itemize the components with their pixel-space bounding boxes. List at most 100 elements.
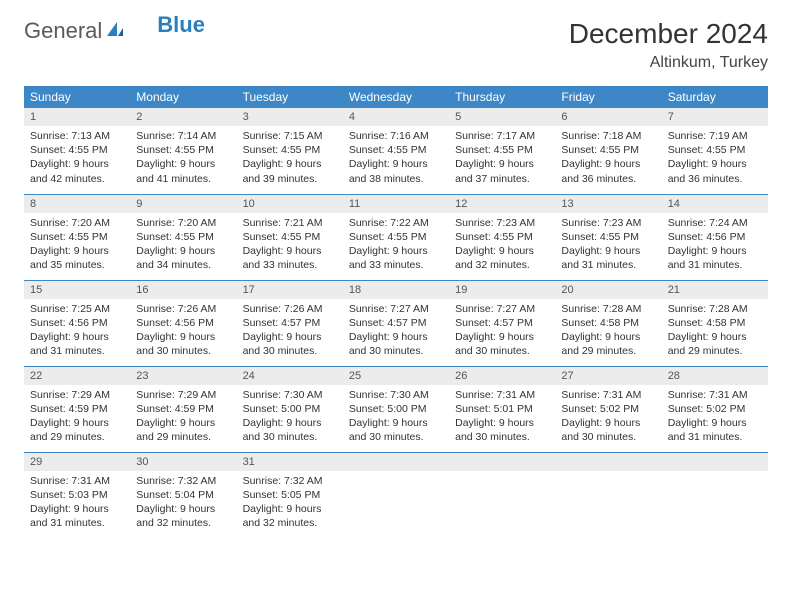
daylight-text-1: Daylight: 9 hours [349, 330, 443, 344]
calendar-cell: 25Sunrise: 7:30 AMSunset: 5:00 PMDayligh… [343, 366, 449, 452]
daylight-text-1: Daylight: 9 hours [668, 330, 762, 344]
weekday-header: Wednesday [343, 86, 449, 108]
calendar-cell: 9Sunrise: 7:20 AMSunset: 4:55 PMDaylight… [130, 194, 236, 280]
sunrise-text: Sunrise: 7:28 AM [668, 302, 762, 316]
day-number: 28 [662, 367, 768, 385]
daylight-text-1: Daylight: 9 hours [561, 157, 655, 171]
weekday-header: Friday [555, 86, 661, 108]
calendar-cell [555, 452, 661, 538]
daylight-text-1: Daylight: 9 hours [30, 502, 124, 516]
sunset-text: Sunset: 4:55 PM [455, 143, 549, 157]
calendar-cell: 10Sunrise: 7:21 AMSunset: 4:55 PMDayligh… [237, 194, 343, 280]
calendar-cell: 13Sunrise: 7:23 AMSunset: 4:55 PMDayligh… [555, 194, 661, 280]
calendar-row: 15Sunrise: 7:25 AMSunset: 4:56 PMDayligh… [24, 280, 768, 366]
weekday-header: Monday [130, 86, 236, 108]
daylight-text-2: and 30 minutes. [561, 430, 655, 444]
calendar-row: 22Sunrise: 7:29 AMSunset: 4:59 PMDayligh… [24, 366, 768, 452]
daylight-text-2: and 30 minutes. [243, 430, 337, 444]
sunrise-text: Sunrise: 7:26 AM [243, 302, 337, 316]
daylight-text-2: and 30 minutes. [455, 430, 549, 444]
calendar-cell: 3Sunrise: 7:15 AMSunset: 4:55 PMDaylight… [237, 108, 343, 194]
calendar-cell: 17Sunrise: 7:26 AMSunset: 4:57 PMDayligh… [237, 280, 343, 366]
title-block: December 2024 Altinkum, Turkey [569, 18, 768, 72]
daylight-text-2: and 37 minutes. [455, 172, 549, 186]
sunrise-text: Sunrise: 7:30 AM [243, 388, 337, 402]
daylight-text-2: and 33 minutes. [243, 258, 337, 272]
calendar-cell: 31Sunrise: 7:32 AMSunset: 5:05 PMDayligh… [237, 452, 343, 538]
sunset-text: Sunset: 4:56 PM [136, 316, 230, 330]
sunset-text: Sunset: 4:55 PM [455, 230, 549, 244]
daylight-text-2: and 30 minutes. [349, 344, 443, 358]
sunset-text: Sunset: 4:55 PM [349, 143, 443, 157]
daylight-text-1: Daylight: 9 hours [455, 157, 549, 171]
daylight-text-2: and 33 minutes. [349, 258, 443, 272]
sunset-text: Sunset: 4:55 PM [561, 230, 655, 244]
sunrise-text: Sunrise: 7:18 AM [561, 129, 655, 143]
calendar-cell [449, 452, 555, 538]
sunset-text: Sunset: 5:05 PM [243, 488, 337, 502]
day-details: Sunrise: 7:26 AMSunset: 4:57 PMDaylight:… [237, 299, 343, 365]
daylight-text-2: and 29 minutes. [561, 344, 655, 358]
day-number: 3 [237, 108, 343, 126]
daylight-text-1: Daylight: 9 hours [136, 502, 230, 516]
day-details: Sunrise: 7:27 AMSunset: 4:57 PMDaylight:… [449, 299, 555, 365]
daylight-text-2: and 35 minutes. [30, 258, 124, 272]
day-number: 29 [24, 453, 130, 471]
sunrise-text: Sunrise: 7:30 AM [349, 388, 443, 402]
daylight-text-1: Daylight: 9 hours [243, 416, 337, 430]
daylight-text-1: Daylight: 9 hours [455, 416, 549, 430]
daylight-text-2: and 31 minutes. [561, 258, 655, 272]
daylight-text-2: and 36 minutes. [668, 172, 762, 186]
daylight-text-1: Daylight: 9 hours [243, 244, 337, 258]
day-details: Sunrise: 7:25 AMSunset: 4:56 PMDaylight:… [24, 299, 130, 365]
day-number: 7 [662, 108, 768, 126]
calendar-cell: 26Sunrise: 7:31 AMSunset: 5:01 PMDayligh… [449, 366, 555, 452]
daylight-text-2: and 36 minutes. [561, 172, 655, 186]
calendar-row: 1Sunrise: 7:13 AMSunset: 4:55 PMDaylight… [24, 108, 768, 194]
sunrise-text: Sunrise: 7:20 AM [136, 216, 230, 230]
location-label: Altinkum, Turkey [569, 54, 768, 72]
calendar-table: Sunday Monday Tuesday Wednesday Thursday… [24, 86, 768, 538]
sunset-text: Sunset: 5:02 PM [668, 402, 762, 416]
calendar-cell: 19Sunrise: 7:27 AMSunset: 4:57 PMDayligh… [449, 280, 555, 366]
weekday-header: Thursday [449, 86, 555, 108]
day-number: 27 [555, 367, 661, 385]
day-details: Sunrise: 7:24 AMSunset: 4:56 PMDaylight:… [662, 213, 768, 279]
calendar-cell: 30Sunrise: 7:32 AMSunset: 5:04 PMDayligh… [130, 452, 236, 538]
day-number: 8 [24, 195, 130, 213]
sunset-text: Sunset: 4:57 PM [243, 316, 337, 330]
daylight-text-2: and 34 minutes. [136, 258, 230, 272]
day-number: 14 [662, 195, 768, 213]
calendar-cell: 12Sunrise: 7:23 AMSunset: 4:55 PMDayligh… [449, 194, 555, 280]
daylight-text-2: and 30 minutes. [455, 344, 549, 358]
daylight-text-1: Daylight: 9 hours [455, 330, 549, 344]
weekday-header: Sunday [24, 86, 130, 108]
sunrise-text: Sunrise: 7:28 AM [561, 302, 655, 316]
sunrise-text: Sunrise: 7:16 AM [349, 129, 443, 143]
sunrise-text: Sunrise: 7:31 AM [561, 388, 655, 402]
sunrise-text: Sunrise: 7:23 AM [455, 216, 549, 230]
daylight-text-2: and 31 minutes. [668, 430, 762, 444]
day-details: Sunrise: 7:17 AMSunset: 4:55 PMDaylight:… [449, 126, 555, 192]
daylight-text-2: and 30 minutes. [349, 430, 443, 444]
day-number: 1 [24, 108, 130, 126]
calendar-cell: 2Sunrise: 7:14 AMSunset: 4:55 PMDaylight… [130, 108, 236, 194]
sunset-text: Sunset: 4:59 PM [136, 402, 230, 416]
daylight-text-2: and 32 minutes. [136, 516, 230, 530]
daylight-text-2: and 31 minutes. [30, 516, 124, 530]
day-number: 6 [555, 108, 661, 126]
daylight-text-2: and 29 minutes. [668, 344, 762, 358]
daylight-text-1: Daylight: 9 hours [349, 244, 443, 258]
sunset-text: Sunset: 4:55 PM [136, 143, 230, 157]
day-number: 10 [237, 195, 343, 213]
sunrise-text: Sunrise: 7:15 AM [243, 129, 337, 143]
day-number: 31 [237, 453, 343, 471]
daylight-text-1: Daylight: 9 hours [561, 330, 655, 344]
day-details: Sunrise: 7:22 AMSunset: 4:55 PMDaylight:… [343, 213, 449, 279]
sunrise-text: Sunrise: 7:20 AM [30, 216, 124, 230]
day-details: Sunrise: 7:31 AMSunset: 5:02 PMDaylight:… [662, 385, 768, 451]
day-number: 11 [343, 195, 449, 213]
sunset-text: Sunset: 5:02 PM [561, 402, 655, 416]
daylight-text-1: Daylight: 9 hours [136, 416, 230, 430]
calendar-cell: 4Sunrise: 7:16 AMSunset: 4:55 PMDaylight… [343, 108, 449, 194]
